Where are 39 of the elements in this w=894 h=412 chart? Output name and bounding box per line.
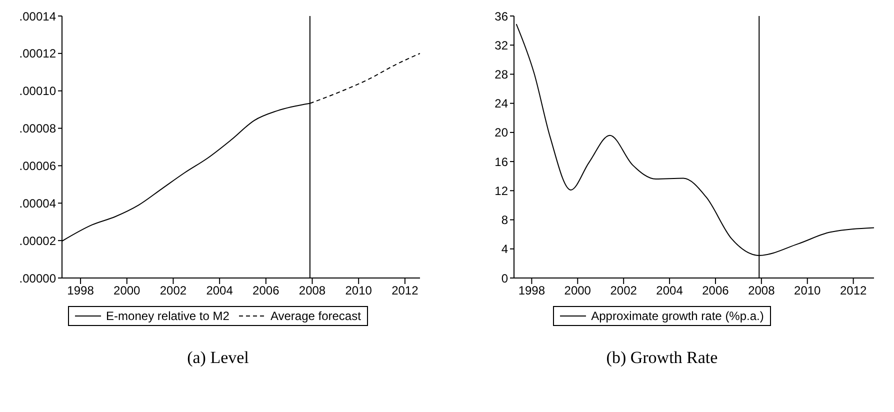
y-tick-label: .00012	[19, 46, 56, 61]
y-tick-label: .00014	[19, 9, 56, 24]
y-tick-label: 4	[501, 242, 508, 256]
x-tick-label: 2004	[206, 284, 234, 298]
y-tick-label: 32	[494, 38, 508, 52]
y-tick-label: .00006	[19, 158, 56, 173]
legend-label: E-money relative to M2	[106, 309, 230, 323]
x-tick-label: 2008	[748, 284, 776, 298]
x-tick-label: 1998	[518, 284, 546, 298]
text: (a) Level	[186, 348, 250, 368]
y-tick-label: 36	[494, 9, 508, 24]
legend-label: Approximate growth rate (%p.a.)	[591, 309, 764, 323]
x-tick-label: 2006	[252, 284, 280, 298]
y-tick-label: .00002	[19, 234, 56, 248]
x-tick-label: 2012	[392, 284, 419, 298]
x-tick-label: 2006	[702, 284, 730, 298]
legend-label: Average forecast	[270, 309, 361, 323]
y-tick-label: 20	[494, 126, 508, 140]
y-tick-label: .00008	[19, 122, 56, 136]
y-tick-label: 24	[494, 96, 508, 111]
x-tick-label: 1998	[67, 284, 94, 298]
x-tick-label: 2008	[298, 284, 326, 298]
y-tick-label: .00000	[19, 271, 56, 286]
x-tick-label: 2000	[564, 284, 592, 298]
text: (b) Growth Rate	[605, 348, 719, 368]
y-tick-label: .00010	[19, 84, 56, 98]
x-tick-label: 2002	[160, 284, 187, 298]
y-tick-label: 12	[494, 184, 508, 198]
x-tick-label: 2000	[114, 284, 141, 298]
y-tick-label: 16	[494, 154, 508, 169]
y-tick-label: 28	[494, 67, 508, 82]
x-tick-label: 2002	[610, 284, 638, 298]
x-tick-label: 2004	[656, 284, 684, 298]
x-tick-label: 2010	[345, 284, 372, 298]
y-tick-label: 8	[501, 213, 508, 228]
y-tick-label: .00004	[19, 196, 56, 210]
y-tick-label: 0	[501, 271, 508, 286]
x-tick-label: 2012	[840, 284, 867, 298]
x-tick-label: 2010	[794, 284, 822, 298]
